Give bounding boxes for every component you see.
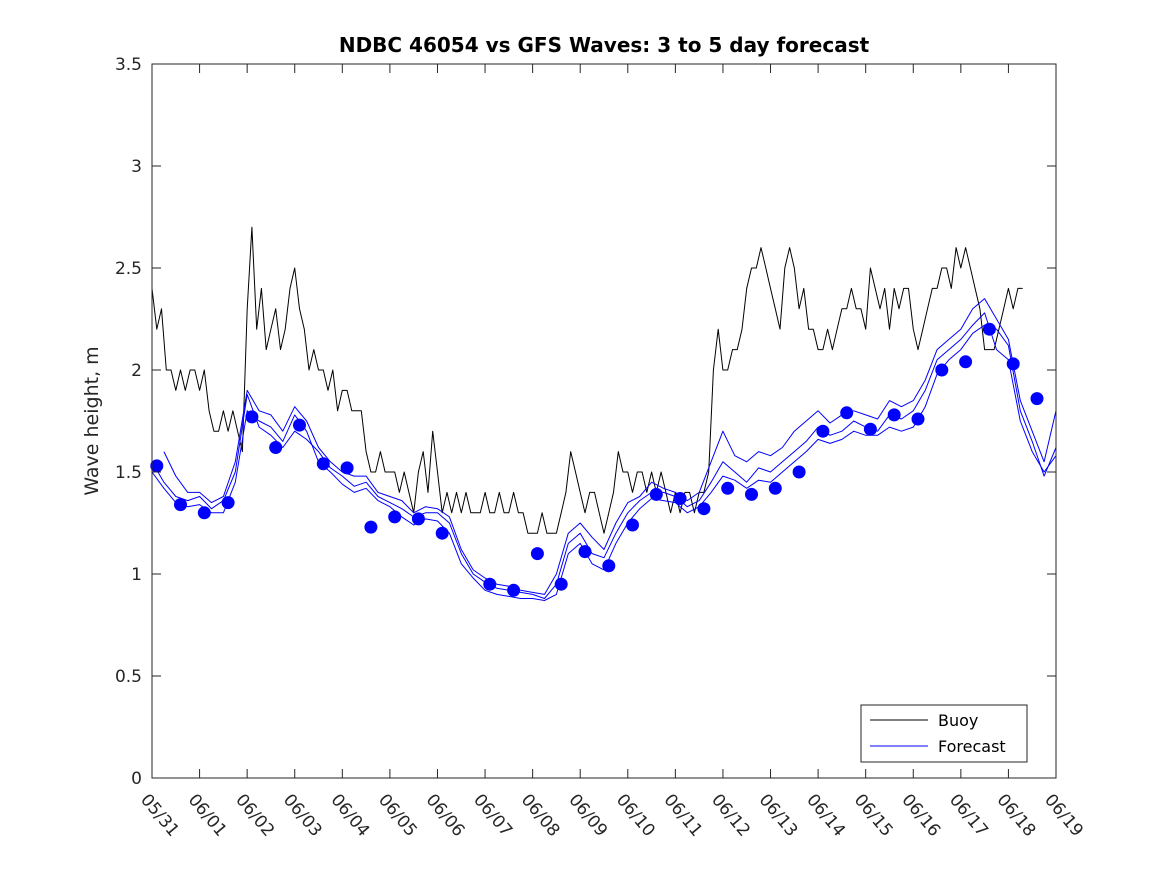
- forecast-marker: [293, 418, 306, 432]
- x-tick-label: 06/07: [469, 790, 516, 840]
- forecast-marker: [840, 406, 854, 420]
- forecast-marker: [269, 441, 283, 454]
- x-tick-label: 06/16: [897, 790, 944, 840]
- forecast-marker: [197, 506, 211, 520]
- x-tick-label: 06/12: [707, 790, 754, 840]
- series-layer: [150, 226, 1057, 601]
- forecast-marker: [554, 577, 568, 591]
- forecast-marker: [364, 520, 378, 534]
- x-tick-label: 06/05: [374, 790, 421, 840]
- forecast-marker: [530, 547, 544, 561]
- x-tick-label: 05/31: [136, 790, 183, 840]
- x-tick-label: 06/11: [660, 790, 707, 840]
- forecast-marker: [316, 457, 330, 471]
- plot-axes-box: [151, 63, 1057, 779]
- forecast-marker: [340, 461, 354, 475]
- x-tick-label: 06/10: [612, 790, 659, 840]
- forecast-marker: [1006, 357, 1020, 371]
- forecast-marker: [863, 422, 877, 436]
- forecast-marker: [411, 512, 425, 526]
- y-tick-label: 2: [131, 361, 142, 381]
- forecast-marker: [673, 492, 687, 505]
- forecast-marker: [245, 410, 259, 424]
- x-tick-label: 06/18: [993, 790, 1040, 840]
- forecast-marker: [887, 408, 901, 422]
- forecast-marker: [435, 526, 449, 540]
- y-axis-label: Wave height, m: [81, 346, 103, 495]
- forecast-marker: [768, 481, 782, 495]
- y-tick-label: 0.5: [115, 667, 142, 687]
- x-tick-label: 06/06: [422, 790, 469, 840]
- buoy-series-line: [151, 226, 1023, 534]
- x-tick-label: 06/01: [184, 790, 231, 840]
- legend-label-buoy: Buoy: [938, 711, 978, 730]
- forecast-marker: [959, 355, 973, 369]
- forecast-marker: [483, 577, 497, 591]
- x-tick-label: 06/09: [564, 790, 611, 840]
- x-tick-label: 06/13: [755, 790, 802, 840]
- x-tick-label: 06/08: [517, 790, 564, 840]
- y-tick-label: 2.5: [115, 259, 142, 279]
- forecast-series-line: [163, 298, 1057, 595]
- legend-label-forecast: Forecast: [938, 737, 1006, 756]
- x-tick-label: 06/19: [1040, 790, 1087, 840]
- forecast-marker: [507, 583, 521, 597]
- forecast-marker: [221, 496, 235, 510]
- forecast-marker: [697, 502, 711, 516]
- x-tick-label: 06/03: [279, 790, 326, 840]
- legend-box: [860, 704, 1028, 763]
- forecast-marker: [578, 545, 592, 559]
- forecast-marker: [602, 559, 616, 573]
- forecast-marker: [1030, 392, 1044, 406]
- x-tick-label: 06/02: [231, 790, 278, 840]
- forecast-marker: [150, 459, 164, 473]
- x-tick-label: 06/04: [326, 790, 373, 840]
- forecast-marker: [388, 510, 402, 524]
- forecast-marker: [816, 424, 830, 438]
- forecast-marker: [649, 487, 663, 501]
- forecast-marker: [626, 518, 639, 532]
- y-tick-label: 1: [131, 565, 142, 585]
- forecast-marker: [982, 322, 996, 336]
- forecast-marker: [911, 412, 925, 426]
- x-tick-label: 06/17: [945, 790, 992, 840]
- axes-layer: [151, 63, 1057, 779]
- x-tick-label: 06/14: [802, 790, 849, 840]
- legend: Buoy Forecast: [860, 704, 1028, 763]
- forecast-marker: [174, 498, 187, 512]
- forecast-marker: [721, 481, 735, 495]
- y-tick-label: 0: [131, 769, 142, 789]
- forecast-marker: [745, 487, 758, 501]
- y-tick-label: 3.5: [115, 55, 142, 75]
- y-tick-label: 3: [131, 157, 142, 177]
- forecast-marker: [792, 465, 806, 479]
- x-tick-label: 06/15: [850, 790, 897, 840]
- forecast-series-line: [151, 312, 1057, 599]
- chart-title: NDBC 46054 vs GFS Waves: 3 to 5 day fore…: [339, 33, 870, 57]
- forecast-marker: [935, 363, 949, 377]
- y-tick-label: 1.5: [115, 463, 142, 483]
